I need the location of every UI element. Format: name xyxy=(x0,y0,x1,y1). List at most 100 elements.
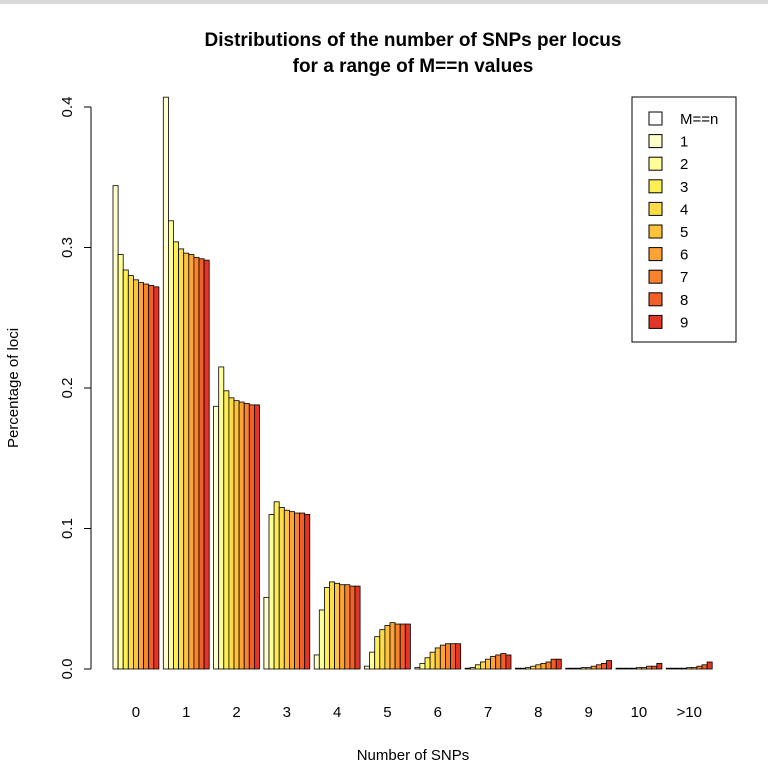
bar xyxy=(188,254,195,670)
legend-swatch xyxy=(648,224,663,239)
x-tick-label: 3 xyxy=(283,704,291,721)
legend-swatch xyxy=(648,247,663,262)
legend-label: 3 xyxy=(680,179,688,196)
legend-title-swatch xyxy=(648,111,663,126)
bar xyxy=(706,661,713,670)
legend-label: 1 xyxy=(680,134,688,151)
bar xyxy=(148,285,155,670)
bar xyxy=(288,511,295,670)
bar xyxy=(535,664,542,670)
bar xyxy=(665,667,672,670)
x-tick-label: 2 xyxy=(232,704,240,721)
bar xyxy=(444,643,451,670)
bar xyxy=(601,662,607,670)
bar xyxy=(671,667,677,670)
bar xyxy=(490,655,497,670)
bar xyxy=(424,657,431,670)
bar xyxy=(696,665,703,670)
bar xyxy=(354,585,361,670)
bar xyxy=(132,279,139,670)
bar xyxy=(304,514,311,670)
legend-label: 9 xyxy=(680,314,688,331)
bars xyxy=(112,96,713,670)
legend-label: 5 xyxy=(680,224,688,241)
legend-label: 8 xyxy=(680,292,688,309)
bar xyxy=(505,654,512,670)
legend-swatch xyxy=(648,156,663,171)
bar xyxy=(243,403,250,670)
bar xyxy=(127,275,134,670)
y-tick-label: 0.4 xyxy=(59,97,76,118)
bar xyxy=(590,665,597,670)
bar xyxy=(545,661,552,670)
bar xyxy=(646,665,653,670)
x-tick-label: 1 xyxy=(182,704,190,721)
bar xyxy=(278,507,285,670)
x-tick-label: 10 xyxy=(631,704,648,721)
bar xyxy=(419,662,426,670)
bar xyxy=(268,514,275,670)
x-tick-label: 8 xyxy=(534,704,542,721)
bar xyxy=(364,665,370,670)
bar xyxy=(138,282,144,670)
bar xyxy=(656,662,663,670)
bar xyxy=(495,654,502,670)
bar xyxy=(162,96,169,670)
x-tick-label: >10 xyxy=(677,704,702,721)
bar xyxy=(329,581,335,670)
legend-label: 4 xyxy=(680,201,688,218)
x-tick-label: 0 xyxy=(132,704,140,721)
legend-label: 7 xyxy=(680,269,688,286)
x-axis-label: Number of SNPs xyxy=(357,747,470,764)
bar xyxy=(248,404,255,670)
bar xyxy=(399,623,406,670)
bar xyxy=(479,661,486,670)
bar xyxy=(464,667,471,670)
bar xyxy=(167,220,174,670)
y-tick-label: 0.3 xyxy=(59,237,76,258)
bar xyxy=(183,252,190,670)
bar xyxy=(681,667,688,670)
bar xyxy=(686,667,693,670)
bar xyxy=(318,609,325,670)
bar xyxy=(530,665,537,670)
chart-title-line-1: Distributions of the number of SNPs per … xyxy=(205,30,622,51)
y-axis: 0.0 0.1 0.2 0.3 0.4 xyxy=(59,97,92,679)
x-tick-label: 6 xyxy=(434,704,442,721)
bar xyxy=(173,241,179,670)
bar xyxy=(112,185,119,670)
bar xyxy=(414,667,421,670)
bar xyxy=(485,658,491,670)
legend-swatch xyxy=(648,314,663,329)
bar xyxy=(455,643,462,670)
bar xyxy=(636,667,642,670)
bar xyxy=(615,667,622,670)
bar xyxy=(474,664,481,670)
legend: M==n 1 2 3 4 5 6 7 8 9 xyxy=(631,96,737,343)
bar xyxy=(339,584,346,670)
bar xyxy=(228,397,235,670)
y-axis-label: Percentage of loci xyxy=(5,328,22,448)
bar xyxy=(520,667,526,670)
bar xyxy=(394,623,401,670)
bar xyxy=(515,667,521,670)
bar xyxy=(565,667,572,670)
bar xyxy=(193,256,200,670)
bar xyxy=(404,623,411,670)
bar xyxy=(313,654,320,670)
x-tick-label: 9 xyxy=(584,704,592,721)
top-border xyxy=(0,0,768,4)
bar xyxy=(369,651,376,670)
bar xyxy=(439,644,446,670)
bar xyxy=(450,643,456,670)
bar xyxy=(153,286,160,670)
bar xyxy=(575,667,582,670)
bar xyxy=(550,658,557,670)
bar xyxy=(389,622,396,670)
legend-swatch xyxy=(648,134,663,149)
bar xyxy=(253,404,260,670)
bar xyxy=(555,658,562,670)
chart-title-line-2: for a range of M==n values xyxy=(293,56,534,77)
bar xyxy=(349,585,356,670)
